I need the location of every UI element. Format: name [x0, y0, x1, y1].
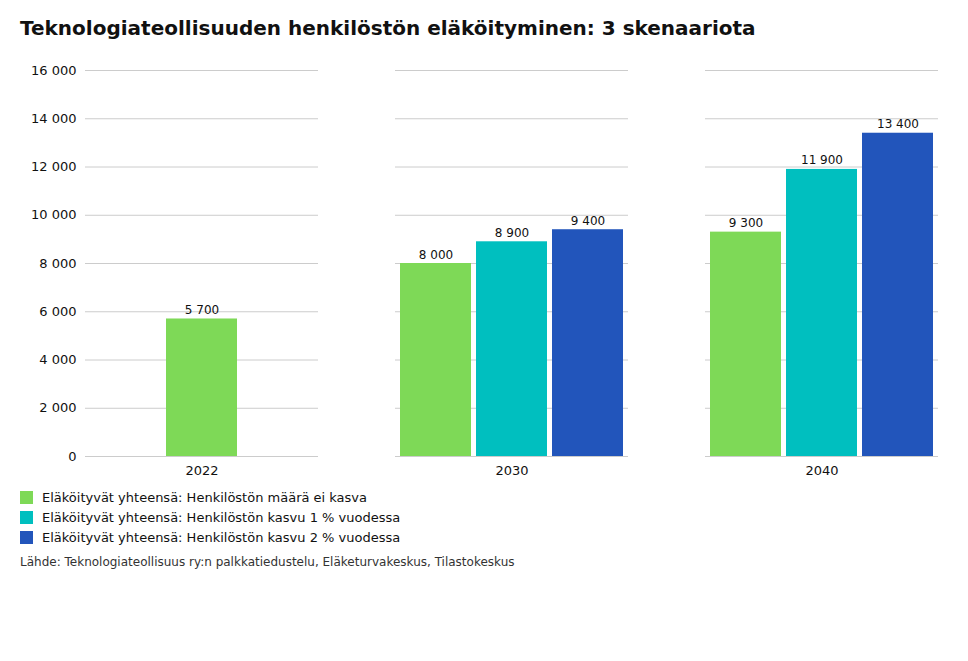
html-text:Eläköityvät yhteensä: Henkilös: Eläköityvät yhteensä: Henkilöstön kasvu …	[42, 530, 401, 545]
svg-text:14 000: 14 000	[31, 111, 77, 126]
svg-text:6 000: 6 000	[39, 304, 76, 319]
html-text:Eläköityvät yhteensä: Henkilös: Eläköityvät yhteensä: Henkilöstön määrä …	[42, 490, 367, 505]
svg-text:8 900: 8 900	[495, 226, 529, 240]
svg-text:0: 0	[68, 449, 76, 464]
svg-text:5 700: 5 700	[185, 303, 219, 317]
svg-text:13 400: 13 400	[877, 117, 919, 131]
svg-text:9 300: 9 300	[729, 216, 763, 230]
svg-text:8 000: 8 000	[419, 248, 453, 262]
svg-text:16 000: 16 000	[31, 63, 77, 78]
svg-text:12 000: 12 000	[31, 159, 77, 174]
svg-text:9 400: 9 400	[571, 214, 605, 228]
svg-text:2040: 2040	[805, 463, 838, 478]
html-text:Teknologiateollisuuden henkilö: Teknologiateollisuuden henkilöstön eläkö…	[20, 16, 756, 40]
svg-text:8 000: 8 000	[39, 256, 76, 271]
svg-text:11 900: 11 900	[801, 153, 843, 167]
svg-text:2 000: 2 000	[39, 400, 76, 415]
svg-text:10 000: 10 000	[31, 207, 77, 222]
svg-text:4 000: 4 000	[39, 352, 76, 367]
svg-text:2022: 2022	[185, 463, 218, 478]
html-text:Lähde: Teknologiateollisuus ry: Lähde: Teknologiateollisuus ry:n palkkat…	[20, 555, 515, 569]
html-text:Eläköityvät yhteensä: Henkilös: Eläköityvät yhteensä: Henkilöstön kasvu …	[42, 510, 401, 525]
svg-text:2030: 2030	[495, 463, 528, 478]
